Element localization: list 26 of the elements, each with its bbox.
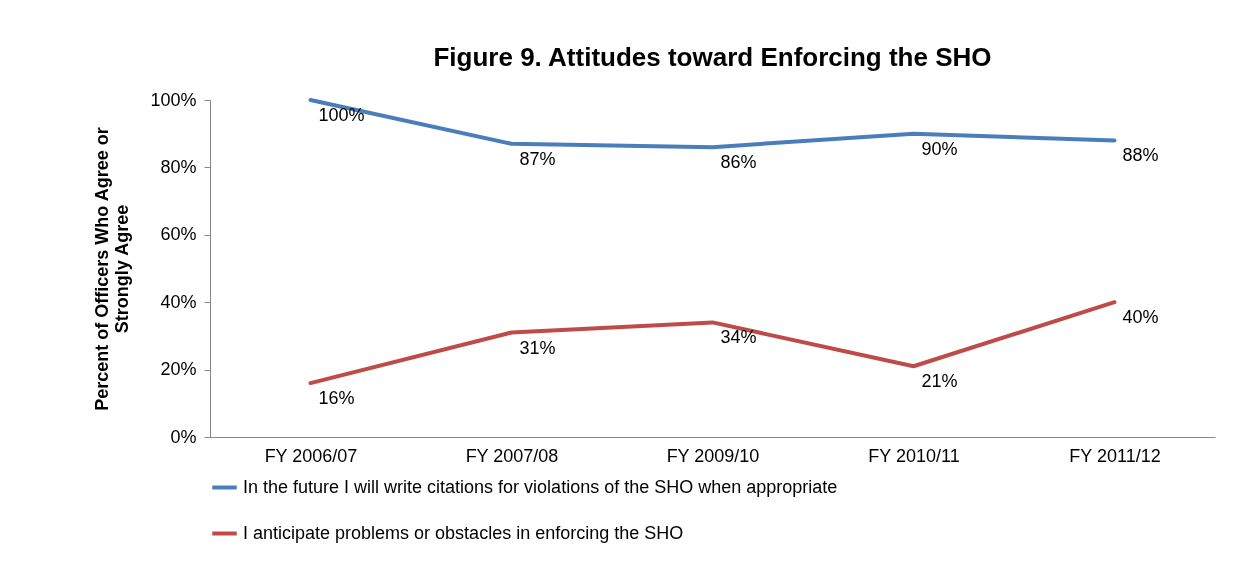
- data-label: 31%: [519, 337, 556, 358]
- data-label: 100%: [318, 105, 365, 125]
- x-tick-label: FY 2011/12: [1069, 445, 1161, 466]
- data-label: 90%: [921, 138, 958, 159]
- y-tick-label: 40%: [160, 291, 197, 312]
- y-tick-label: 80%: [160, 156, 197, 177]
- data-label: 34%: [720, 327, 757, 348]
- data-label: 21%: [921, 371, 958, 392]
- legend-label: I anticipate problems or obstacles in enforcing the SHO: [243, 522, 684, 543]
- chart-title: Figure 9. Attitudes toward Enforcing the SHO: [433, 42, 992, 72]
- y-axis-title: Percent of Officers Who Agree or Strongly Agree: [92, 127, 133, 411]
- y-tick-label: 100%: [150, 89, 197, 110]
- y-tick-label: 20%: [160, 359, 197, 380]
- line-series: [308, 300, 1117, 386]
- legend-label: In the future I will write citations for violations of the SHO when appropriate: [243, 476, 838, 497]
- data-label: 40%: [1122, 307, 1159, 328]
- y-tick-label: 0%: [170, 426, 197, 447]
- data-label: 16%: [318, 388, 355, 409]
- x-tick-label: FY 2010/11: [868, 445, 960, 466]
- data-label: 88%: [1122, 145, 1159, 166]
- x-tick-label: FY 2006/07: [264, 445, 358, 466]
- data-label: 86%: [720, 152, 757, 173]
- data-label: 87%: [519, 148, 556, 169]
- x-tick-label: FY 2009/10: [666, 445, 760, 466]
- y-tick-label: 60%: [160, 224, 197, 245]
- x-tick-label: FY 2007/08: [465, 445, 559, 466]
